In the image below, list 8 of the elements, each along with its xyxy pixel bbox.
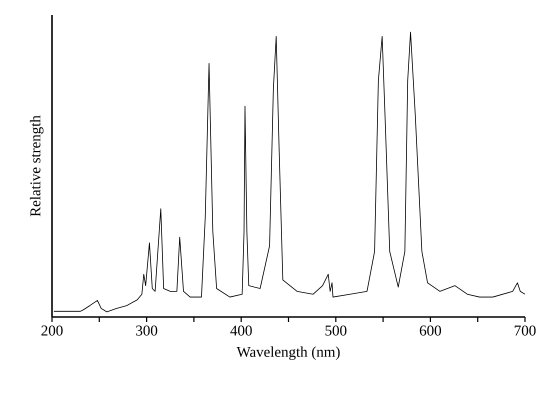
x-tick-label: 300 xyxy=(136,326,158,336)
x-tick-label: 600 xyxy=(420,326,442,336)
x-tick-label: 400 xyxy=(230,326,252,336)
x-tick-label: 200 xyxy=(41,326,63,336)
y-axis-title: Relative strength xyxy=(30,115,44,216)
x-axis-title: Wavelength (nm) xyxy=(236,346,340,360)
x-tick-label: 700 xyxy=(514,326,536,336)
x-tick-label: 500 xyxy=(325,326,346,336)
